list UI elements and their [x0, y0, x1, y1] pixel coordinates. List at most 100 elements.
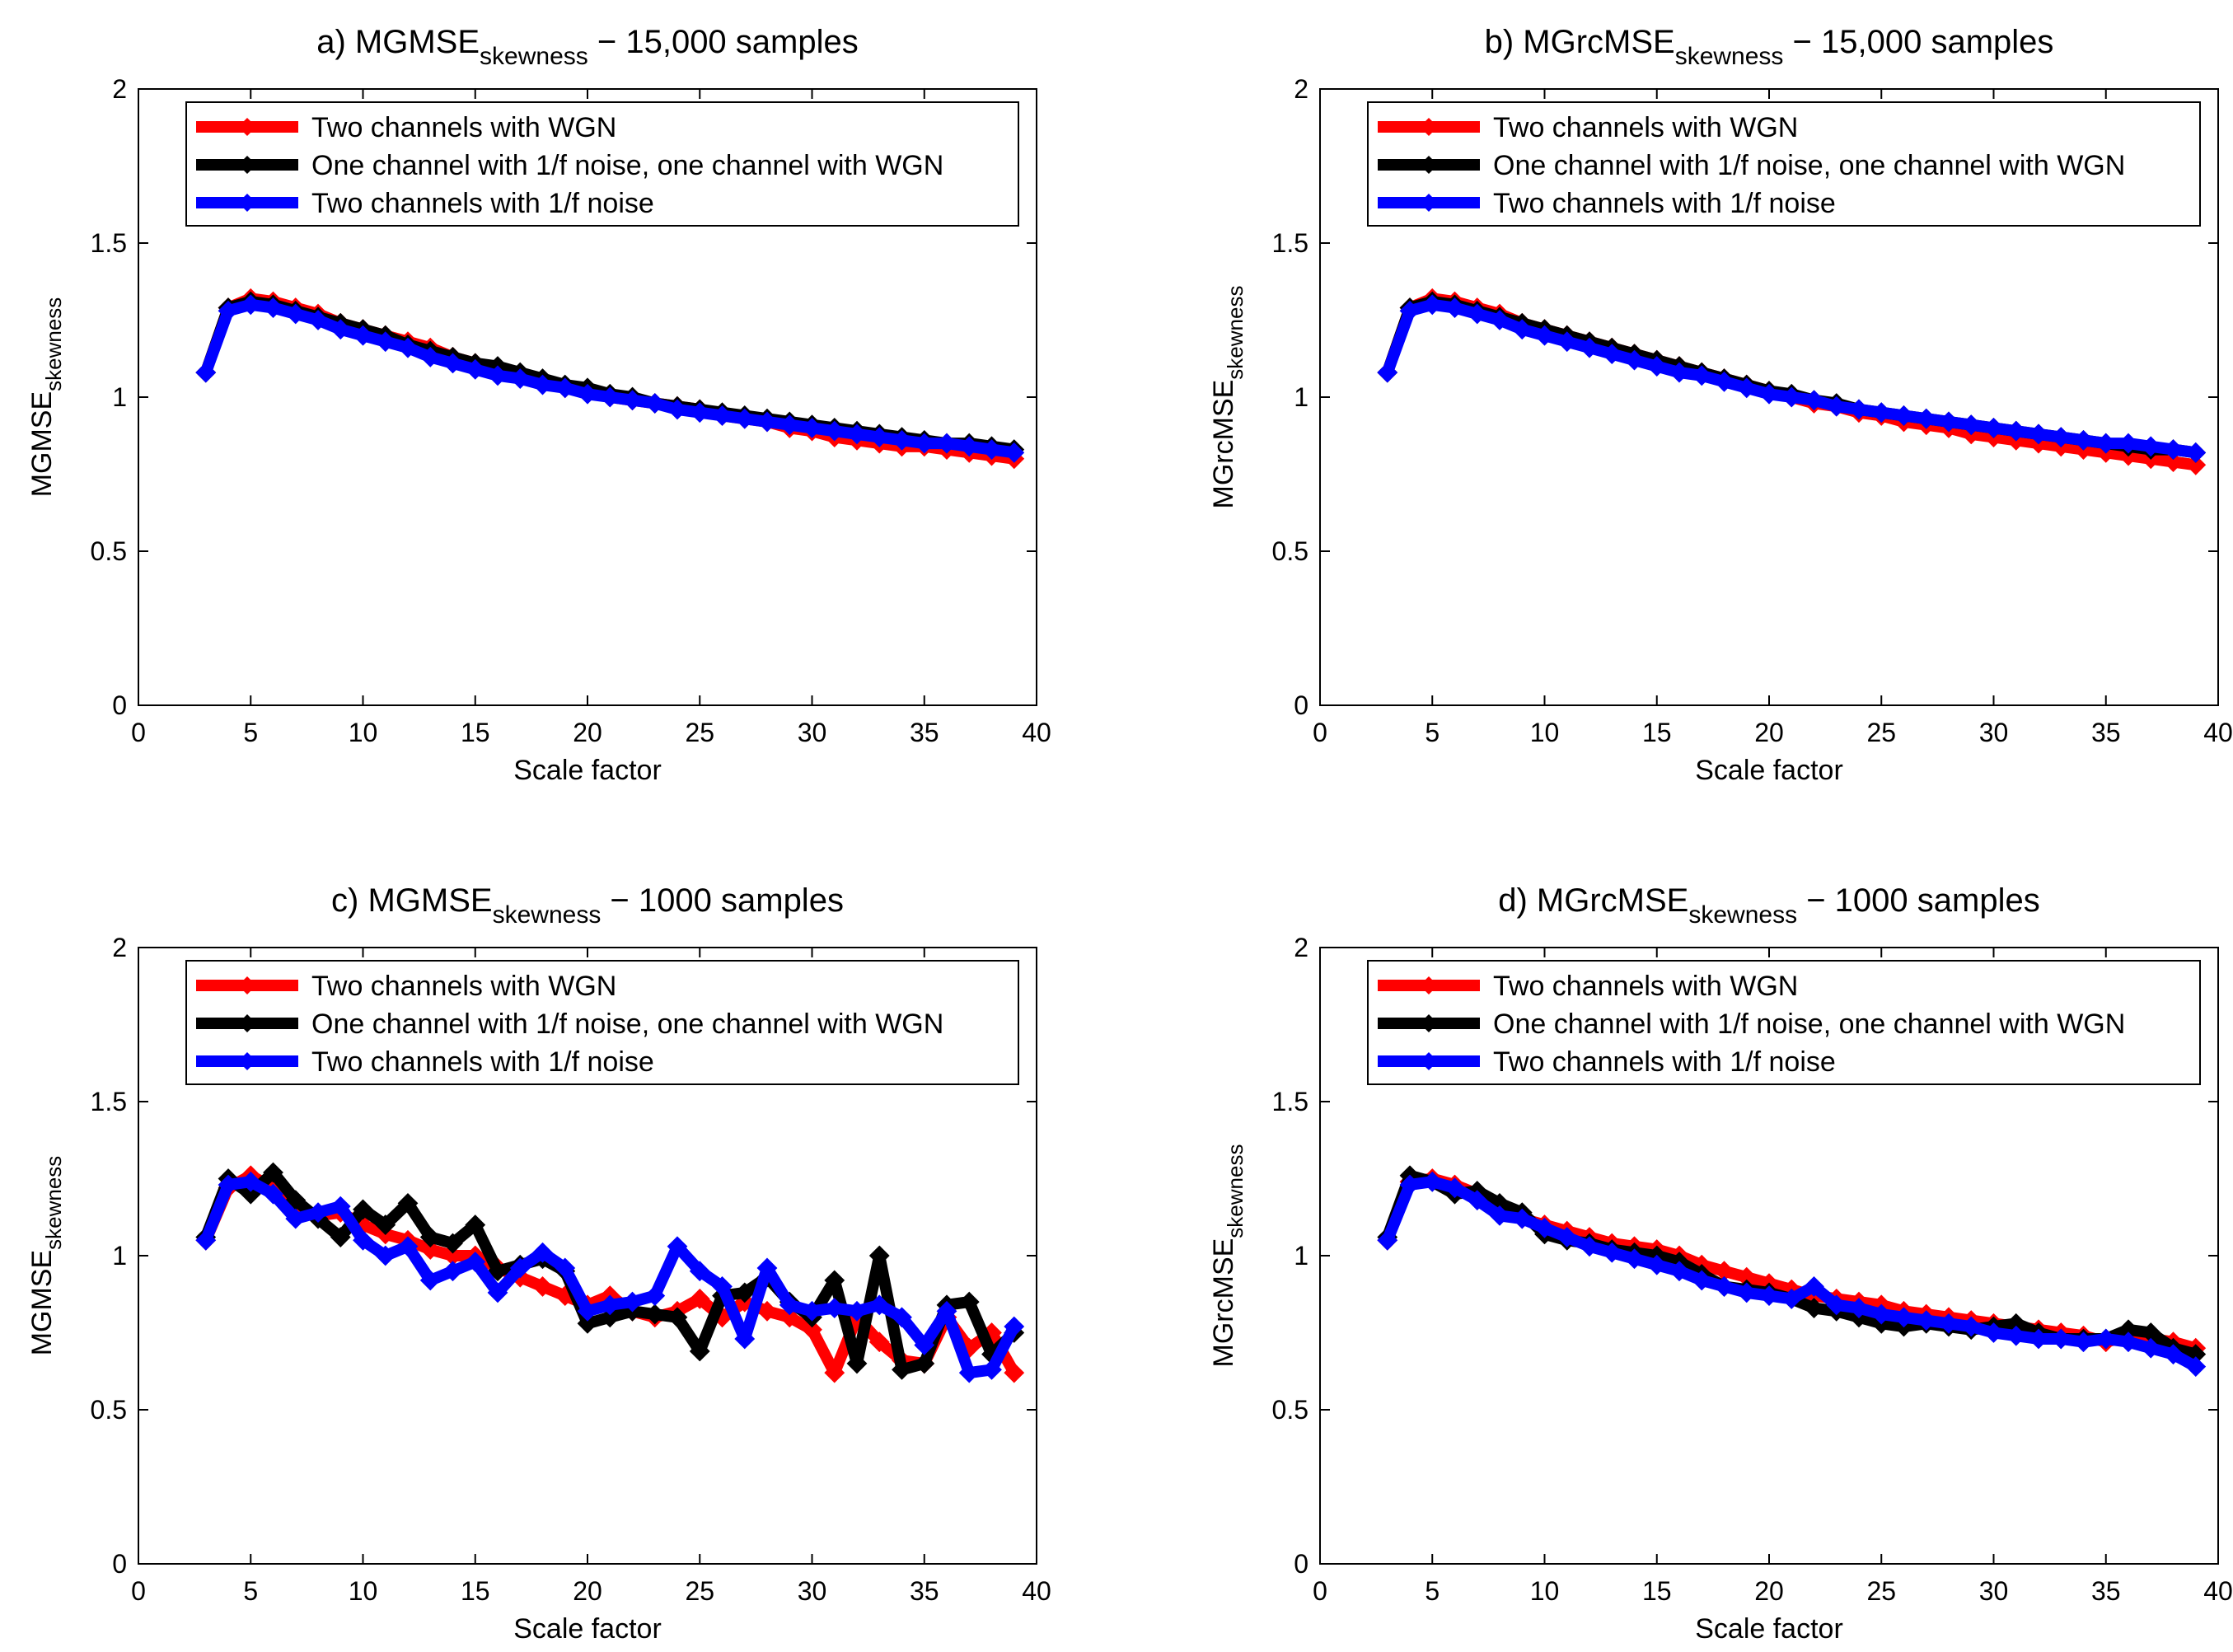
- chart-title-prefix: d) MGrcMSE: [1498, 882, 1688, 919]
- legend-label: Two channels with WGN: [1493, 971, 1798, 1002]
- data-point: [846, 424, 868, 445]
- x-axis-label: Scale factor: [513, 1613, 662, 1645]
- data-point: [2006, 1325, 2027, 1346]
- data-point: [868, 1331, 890, 1353]
- data-point: [824, 1270, 845, 1291]
- data-point: [2185, 454, 2207, 475]
- x-tick-label: 10: [349, 718, 378, 747]
- y-axis-label-subscript: skewness: [1223, 286, 1248, 380]
- legend-swatch-marker: [1420, 194, 1438, 212]
- x-tick-label: 40: [1022, 1576, 1051, 1606]
- chart-title-subscript: skewness: [480, 43, 588, 70]
- data-point: [1736, 1282, 1758, 1303]
- data-point: [397, 1236, 419, 1257]
- data-point: [2185, 1356, 2207, 1378]
- x-tick-label: 30: [798, 718, 827, 747]
- legend-label: Two channels with WGN: [1493, 112, 1798, 143]
- legend-swatch-marker: [1420, 1014, 1438, 1032]
- chart-title-suffix: − 1000 samples: [1797, 882, 2040, 919]
- y-axis-label-subscript: skewness: [41, 1156, 66, 1250]
- y-tick-label: 0: [112, 1549, 127, 1579]
- data-point: [1714, 1275, 1734, 1297]
- data-point: [509, 368, 531, 389]
- data-point: [1781, 386, 1802, 408]
- y-tick-label: 0.5: [1272, 536, 1308, 566]
- data-point: [487, 365, 508, 386]
- data-point: [2028, 1328, 2049, 1350]
- data-point: [1421, 294, 1443, 316]
- x-tick-label: 15: [461, 718, 490, 747]
- chart-title: c) MGMSEskewness − 1000 samples: [331, 882, 844, 929]
- data-point: [914, 1353, 935, 1374]
- data-point: [2163, 1344, 2184, 1365]
- data-point: [375, 331, 396, 353]
- data-point: [868, 427, 890, 448]
- x-tick-label: 20: [573, 1576, 602, 1606]
- x-tick-label: 5: [1425, 718, 1440, 747]
- x-tick-label: 25: [1866, 1576, 1896, 1606]
- data-point: [1669, 1261, 1690, 1282]
- data-point: [2140, 1337, 2161, 1359]
- y-tick-label: 2: [112, 74, 127, 104]
- data-point: [958, 436, 980, 457]
- data-point: [307, 1202, 329, 1224]
- data-point: [756, 411, 778, 433]
- data-point: [824, 1362, 845, 1383]
- legend-label: One channel with 1/f noise, one channel …: [311, 1009, 943, 1040]
- y-tick-label: 0.5: [91, 1395, 127, 1425]
- data-point: [285, 303, 307, 325]
- data-point: [644, 1303, 666, 1325]
- data-point: [1960, 414, 1982, 436]
- data-point: [442, 1233, 463, 1254]
- data-point: [2095, 1328, 2117, 1350]
- chart-title-subscript: skewness: [493, 901, 602, 929]
- data-point: [465, 1252, 486, 1272]
- data-point: [1489, 1205, 1510, 1226]
- legend: Two channels with WGN One channel with 1/…: [185, 960, 1019, 1085]
- data-point: [1004, 442, 1025, 463]
- data-point: [577, 1313, 598, 1334]
- x-tick-label: 30: [1979, 718, 2009, 747]
- data-point: [892, 1359, 912, 1380]
- legend-box: [1367, 101, 2201, 227]
- data-point: [1894, 1307, 1914, 1328]
- data-point: [622, 1291, 643, 1313]
- y-tick-label: 0.5: [91, 536, 127, 566]
- data-point: [712, 405, 733, 426]
- data-point: [1758, 383, 1780, 405]
- legend-swatch-marker: [1420, 118, 1438, 136]
- x-tick-label: 35: [910, 718, 939, 747]
- data-point: [263, 1162, 283, 1183]
- y-tick-label: 1.5: [91, 228, 127, 258]
- y-tick-label: 1.5: [1272, 228, 1308, 258]
- data-point: [419, 1227, 441, 1247]
- x-tick-label: 25: [685, 718, 714, 747]
- data-point: [2095, 433, 2117, 454]
- data-point: [1004, 1362, 1025, 1383]
- data-point: [981, 439, 1002, 460]
- x-tick-label: 0: [1313, 718, 1327, 747]
- data-point: [734, 408, 756, 429]
- data-point: [2073, 429, 2094, 451]
- data-point: [1826, 395, 1847, 417]
- data-point: [330, 319, 351, 340]
- legend-swatch-marker: [238, 194, 256, 212]
- data-point: [1421, 1171, 1443, 1192]
- data-point: [2163, 452, 2184, 472]
- x-axis-label: Scale factor: [1695, 755, 1843, 786]
- data-point: [487, 1282, 508, 1303]
- x-tick-label: 40: [2203, 718, 2233, 747]
- data-point: [644, 1285, 666, 1307]
- y-axis-label: MGMSEskewness: [26, 297, 66, 498]
- legend-label: Two channels with 1/f noise: [1493, 188, 1836, 219]
- y-axis-label-main: MGMSE: [26, 1250, 58, 1355]
- legend-swatch-marker: [1420, 1052, 1438, 1070]
- legend-swatch-marker: [1420, 156, 1438, 174]
- data-point: [1804, 390, 1824, 411]
- data-point: [1916, 1310, 1937, 1331]
- legend-swatch-marker: [238, 118, 256, 136]
- x-tick-label: 35: [2091, 1576, 2121, 1606]
- data-point: [375, 1245, 396, 1266]
- data-point: [397, 1193, 419, 1214]
- data-point: [689, 402, 710, 424]
